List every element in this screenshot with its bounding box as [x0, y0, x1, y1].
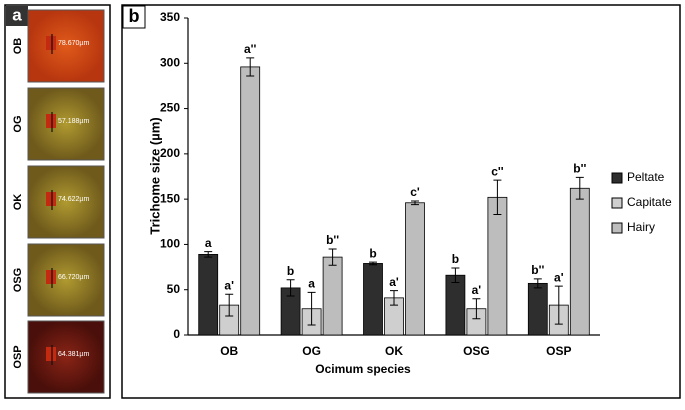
error-bar: [369, 261, 377, 266]
significance-letter: b'': [573, 162, 586, 176]
bar: [198, 253, 219, 336]
trichome: [46, 114, 56, 128]
error-bar: [575, 176, 584, 200]
y-tick-label: 50: [167, 282, 181, 296]
significance-letter: b'': [531, 263, 544, 277]
significance-letter: a': [472, 283, 482, 297]
image-label: OSG: [12, 268, 24, 292]
error-bar: [307, 291, 316, 326]
scale-label: 78.670µm: [58, 40, 89, 47]
legend-swatch: [611, 197, 623, 209]
error-bar: [554, 285, 563, 325]
y-axis-label: Trichome size (µm): [147, 117, 162, 234]
y-tick-label: 200: [160, 146, 180, 160]
y-tick-label: 0: [173, 327, 180, 341]
panel-label-box: [6, 6, 28, 26]
image-label: OB: [12, 38, 24, 55]
bar: [569, 187, 590, 336]
x-tick-label: OSP: [546, 344, 571, 358]
micrograph: [27, 165, 105, 239]
bar: [445, 274, 466, 336]
error-bar: [225, 293, 234, 317]
significance-letter: a'': [244, 42, 257, 56]
significance-letter: b'': [326, 233, 339, 247]
y-tick-label: 250: [160, 101, 180, 115]
significance-letter: a: [308, 277, 315, 291]
y-tick-label: 100: [160, 237, 180, 251]
micrograph: [27, 9, 105, 83]
micrograph: [27, 243, 105, 317]
legend-label: Peltate: [627, 170, 665, 184]
bar: [405, 202, 425, 336]
y-tick-label: 150: [160, 191, 180, 205]
significance-letter: b: [452, 252, 459, 266]
bar: [322, 256, 343, 336]
bar: [527, 282, 548, 336]
significance-letter: a': [554, 270, 564, 284]
significance-letter: b: [369, 246, 376, 260]
significance-letter: c': [410, 185, 420, 199]
error-bar: [204, 251, 213, 258]
error-bar: [451, 267, 460, 283]
legend-label: Hairy: [627, 220, 655, 234]
trichome: [46, 192, 56, 206]
error-bar: [411, 200, 419, 206]
scale-label: 64.381µm: [58, 351, 89, 358]
error-bar: [246, 57, 255, 77]
micrograph: [27, 320, 105, 394]
significance-letter: a: [205, 236, 212, 250]
bar: [363, 263, 383, 336]
significance-letter: c'': [491, 164, 504, 178]
scale-label: 74.622µm: [58, 196, 89, 203]
image-label: OSP: [12, 345, 24, 368]
panel-label: b: [129, 6, 140, 26]
legend-swatch: [611, 222, 623, 234]
error-bar: [286, 279, 295, 297]
legend-label: Capitate: [627, 195, 672, 209]
error-bar: [472, 298, 481, 320]
error-bar: [493, 179, 502, 216]
trichome: [46, 270, 56, 284]
significance-letter: a': [224, 278, 234, 292]
trichome: [46, 36, 56, 50]
scale-label: 66.720µm: [58, 274, 89, 281]
significance-letter: a': [389, 275, 399, 289]
y-tick-label: 300: [160, 55, 180, 69]
significance-letter: b: [287, 264, 294, 278]
x-tick-label: OB: [220, 344, 238, 358]
micrograph: [27, 87, 105, 161]
image-label: OG: [12, 115, 24, 132]
error-bar: [533, 278, 542, 289]
panel-label-box: [122, 5, 146, 29]
image-label: OK: [12, 194, 24, 211]
panel-label: a: [12, 5, 22, 24]
bar: [240, 66, 261, 336]
x-tick-label: OG: [302, 344, 321, 358]
legend-swatch: [611, 172, 623, 184]
x-tick-label: OK: [385, 344, 403, 358]
error-bar: [390, 290, 398, 306]
x-tick-label: OSG: [463, 344, 490, 358]
trichome: [46, 347, 56, 361]
panel-b-frame: [121, 4, 681, 399]
x-axis-label: Ocimum species: [315, 362, 411, 376]
error-bar: [328, 248, 337, 266]
y-tick-label: 350: [160, 10, 180, 24]
scale-label: 57.188µm: [58, 118, 89, 125]
bar: [487, 196, 508, 336]
